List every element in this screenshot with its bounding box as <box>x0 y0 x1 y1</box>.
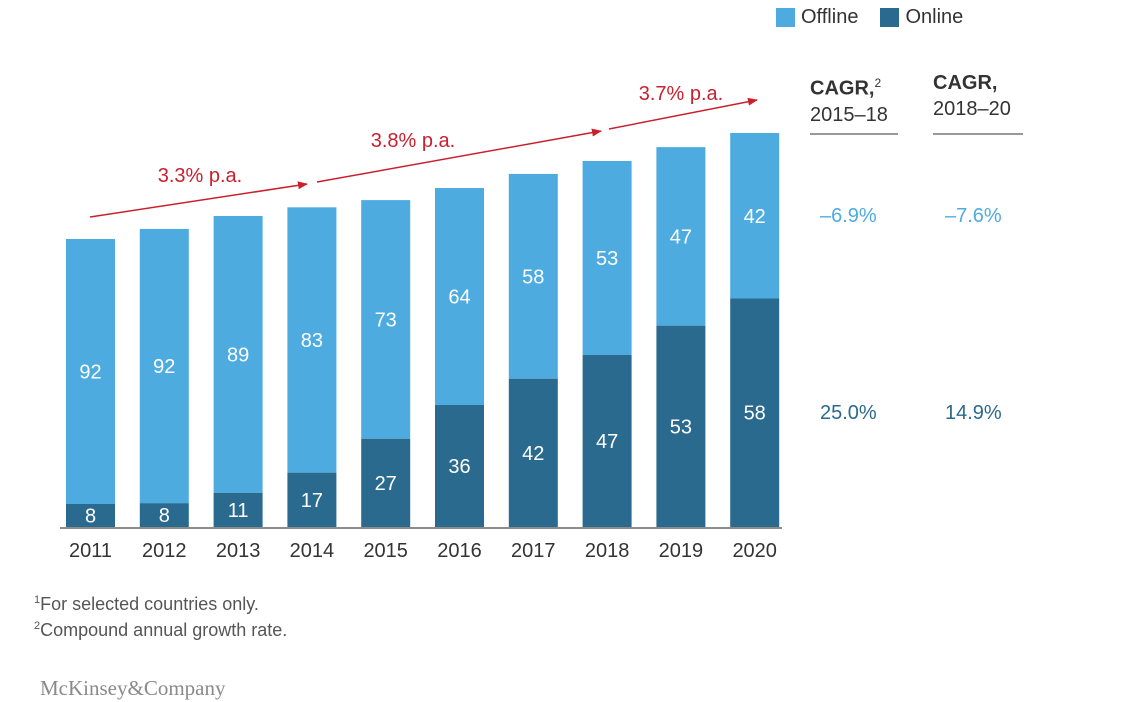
legend: Offline Online <box>776 6 963 29</box>
data-label-online-2020: 58 <box>744 403 766 425</box>
cagr-period: 2015–18 <box>810 103 888 126</box>
data-label-offline-2020: 42 <box>744 206 766 228</box>
footnote-2: 2Compound annual growth rate. <box>34 620 287 641</box>
bar-online-2015 <box>361 438 411 527</box>
data-label-online-2016: 36 <box>448 456 470 478</box>
x-tick-label-2020: 2020 <box>732 540 777 562</box>
bar-offline-2013 <box>213 215 263 493</box>
legend-label-online: Online <box>905 6 964 28</box>
legend-swatch-offline <box>776 8 795 27</box>
legend-offline: Offline <box>776 6 858 29</box>
data-label-offline-2017: 58 <box>522 266 544 288</box>
data-label-offline-2018: 53 <box>596 248 618 270</box>
footnote-marker: 2 <box>34 620 41 632</box>
cagr-title: CAGR, <box>933 72 998 94</box>
mckinsey-logo: McKinsey&Company <box>40 676 226 700</box>
growth-arrow-1 <box>89 181 308 218</box>
footnote-text: For selected countries only. <box>40 594 259 614</box>
x-tick-label-2019: 2019 <box>659 540 704 562</box>
data-label-offline-2015: 73 <box>375 309 397 331</box>
footnote-text: Compound annual growth rate. <box>40 620 288 640</box>
growth-label-3: 3.7% p.a. <box>639 83 724 105</box>
bar-offline-2020 <box>730 133 780 299</box>
data-label-offline-2014: 83 <box>301 330 323 352</box>
data-label-online-2017: 42 <box>522 443 544 465</box>
x-tick-label-2011: 2011 <box>69 540 112 562</box>
bar-online-2017 <box>508 378 558 527</box>
data-label-online-2013: 11 <box>228 500 249 522</box>
bar-online-2014 <box>287 472 337 527</box>
data-label-online-2011: 8 <box>85 505 96 527</box>
data-label-offline-2019: 47 <box>670 226 692 248</box>
cagr-header-2018-20: CAGR, 2018–20 <box>933 70 1011 122</box>
x-tick-label-2015: 2015 <box>363 540 408 562</box>
cagr-offline-2015-18: –6.9% <box>820 205 877 227</box>
bar-offline-2011 <box>66 239 115 504</box>
x-tick-label-2017: 2017 <box>511 540 556 562</box>
data-label-offline-2012: 92 <box>153 356 175 378</box>
data-label-online-2012: 8 <box>159 505 170 527</box>
footnote-marker: 1 <box>34 594 41 606</box>
x-tick-label-2014: 2014 <box>290 540 335 562</box>
legend-online: Online <box>880 6 963 29</box>
bar-online-2011 <box>66 503 115 527</box>
x-tick-label-2016: 2016 <box>437 540 482 562</box>
cagr-title: CAGR, <box>810 77 875 100</box>
cagr-period: 2018–20 <box>933 98 1011 120</box>
data-label-online-2019: 53 <box>670 416 692 438</box>
data-label-offline-2013: 89 <box>227 344 249 366</box>
bar-online-2018 <box>582 354 632 527</box>
bar-offline-2015 <box>361 200 411 439</box>
bar-offline-2012 <box>139 228 189 504</box>
bar-online-2013 <box>213 492 263 527</box>
bar-offline-2018 <box>582 160 632 355</box>
bar-offline-2014 <box>287 207 337 473</box>
cagr-online-2018-20: 14.9% <box>945 402 1002 424</box>
cagr-divider <box>933 133 1023 135</box>
x-tick-label-2013: 2013 <box>216 540 261 562</box>
growth-arrow-2 <box>316 128 602 183</box>
bar-offline-2019 <box>656 147 706 326</box>
growth-arrow-3 <box>608 97 758 130</box>
data-label-online-2014: 17 <box>301 490 323 512</box>
bar-online-2012 <box>139 503 189 527</box>
cagr-footnote-ref: 2 <box>874 76 882 90</box>
cagr-online-2015-18: 25.0% <box>820 402 877 424</box>
bar-online-2019 <box>656 325 706 527</box>
data-label-online-2018: 47 <box>596 431 618 453</box>
footnote-1: 1For selected countries only. <box>34 594 259 615</box>
bar-offline-2016 <box>435 188 484 405</box>
cagr-divider <box>810 133 898 135</box>
growth-label-1: 3.3% p.a. <box>158 165 243 187</box>
stacked-bar-chart: 92 8 92 8 89 11 83 17 73 27 64 36 58 42 53 47 47 53 42 58 3… <box>60 83 782 562</box>
cagr-offline-2018-20: –7.6% <box>945 205 1002 227</box>
growth-label-2: 3.8% p.a. <box>371 130 456 152</box>
bar-offline-2017 <box>508 173 558 379</box>
legend-swatch-online <box>880 8 900 27</box>
data-label-offline-2016: 64 <box>448 286 470 308</box>
cagr-header-2015-18: CAGR,2 2015–18 <box>810 70 888 128</box>
x-tick-label-2018: 2018 <box>585 540 630 562</box>
data-label-online-2015: 27 <box>375 473 397 495</box>
data-label-offline-2011: 92 <box>79 361 101 383</box>
x-tick-label-2012: 2012 <box>142 540 187 562</box>
legend-label-offline: Offline <box>801 6 859 28</box>
bar-online-2020 <box>730 298 780 527</box>
bar-online-2016 <box>435 404 484 527</box>
